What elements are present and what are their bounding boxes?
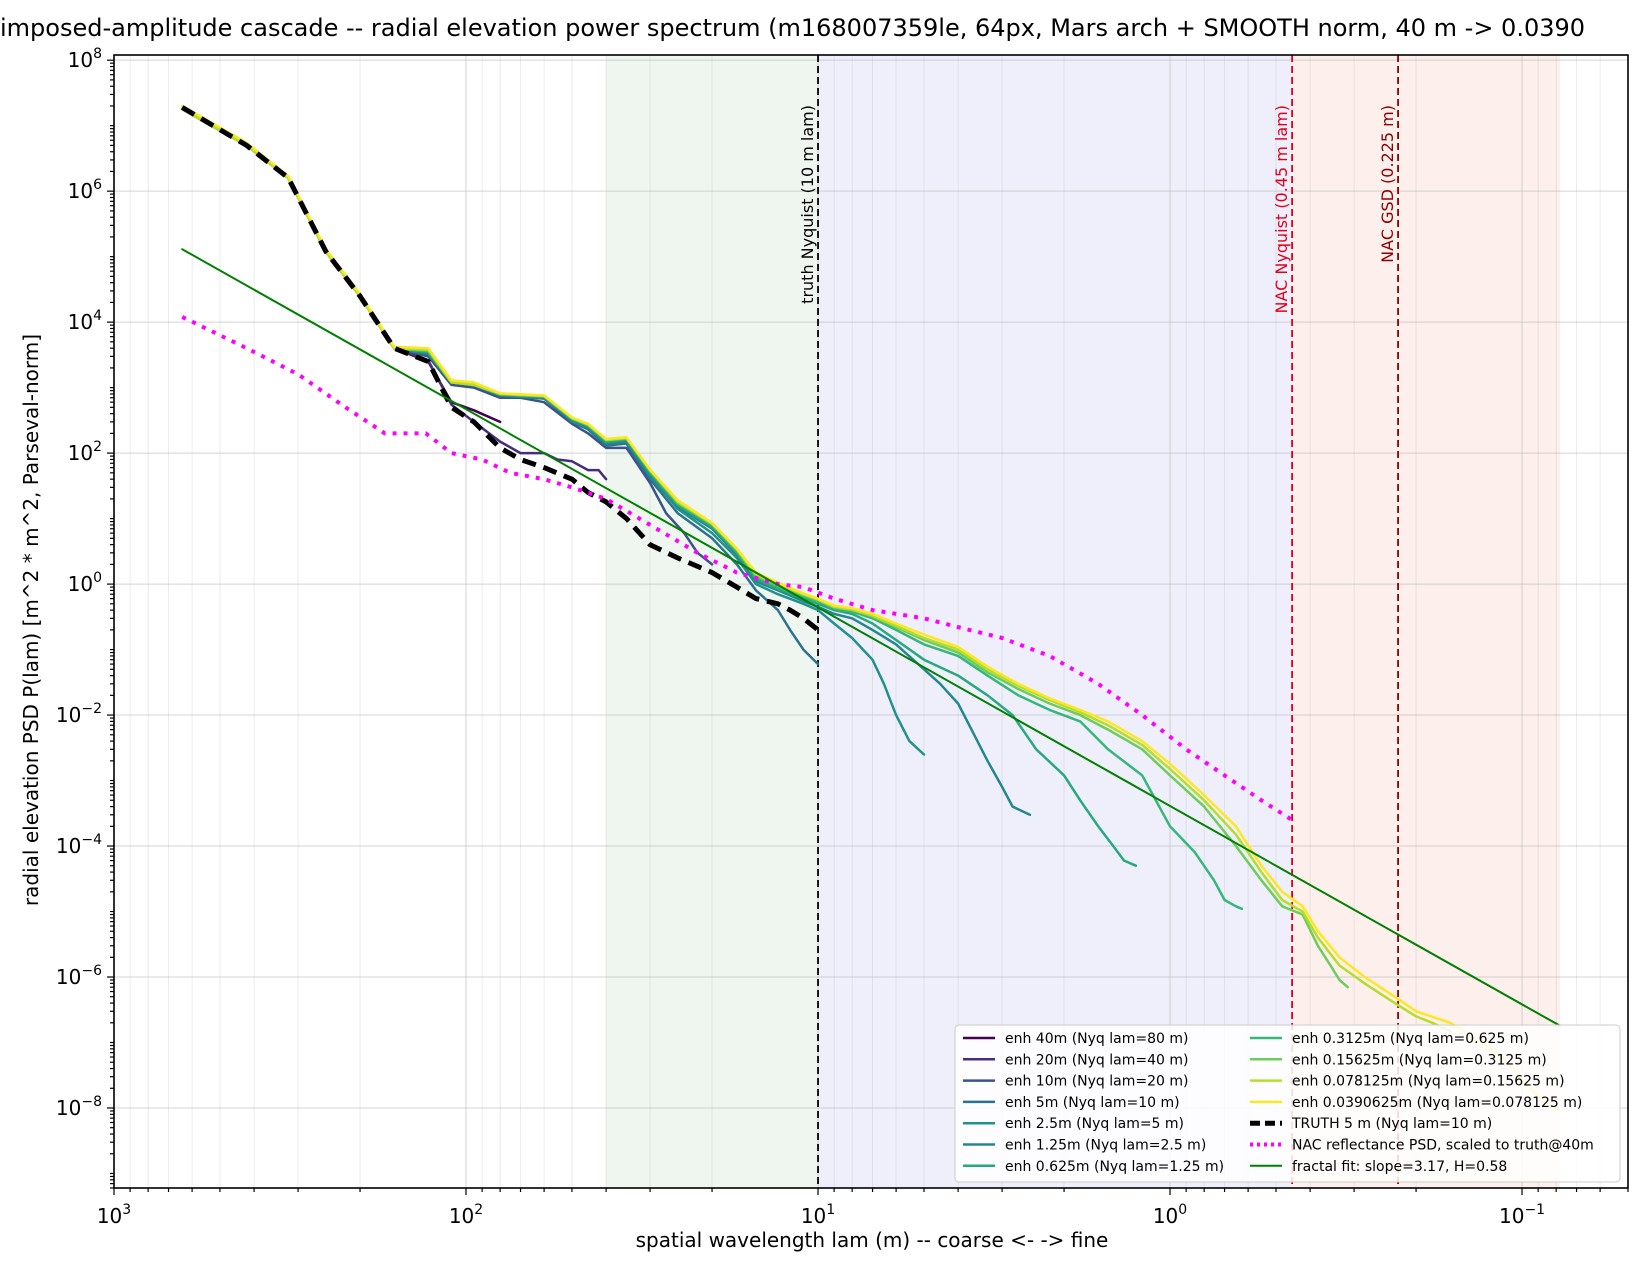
- plot-frame: [113, 54, 1629, 1189]
- legend-label: enh 20m (Nyq lam=40 m): [1005, 1052, 1188, 1068]
- y-tick-label: 10−6: [56, 963, 102, 989]
- series-line: [180, 104, 1562, 1113]
- x-tick-label: 102: [449, 1202, 483, 1228]
- legend-label: fractal fit: slope=3.17, H=0.58: [1292, 1159, 1507, 1175]
- x-tick-label: 103: [97, 1202, 131, 1228]
- background-bands: [606, 55, 1561, 1188]
- legend-label: NAC reflectance PSD, scaled to truth@40m: [1292, 1138, 1594, 1154]
- series-lines: [180, 104, 1562, 1113]
- legend-label: enh 0.15625m (Nyq lam=0.3125 m): [1292, 1052, 1547, 1068]
- series-line: [180, 105, 820, 632]
- legend-label: enh 0.3125m (Nyq lam=0.625 m): [1292, 1031, 1529, 1047]
- x-tick-label: 10−1: [1499, 1202, 1545, 1228]
- y-tick-label: 104: [68, 308, 102, 334]
- series-line: [180, 107, 608, 481]
- y-tick-label: 10−4: [56, 832, 102, 858]
- reference-lines: truth Nyquist (10 m lam) NAC Nyquist (0.4…: [798, 55, 1399, 1188]
- legend-label: enh 40m (Nyq lam=80 m): [1005, 1031, 1188, 1047]
- shaded-band: [606, 55, 819, 1188]
- legend-label: TRUTH 5 m (Nyq lam=10 m): [1291, 1116, 1492, 1132]
- y-tick-label: 102: [68, 439, 102, 465]
- y-tick-label: 10−8: [56, 1094, 102, 1120]
- axes: 103 102 101 100 10−1 108 106 104 102 100 10−2 10−4 1…: [56, 46, 1629, 1228]
- x-tick-label: 100: [1153, 1202, 1187, 1228]
- reference-line-label: truth Nyquist (10 m lam): [798, 105, 817, 304]
- legend-label: enh 0.625m (Nyq lam=1.25 m): [1005, 1159, 1224, 1175]
- legend-label: enh 2.5m (Nyq lam=5 m): [1005, 1116, 1184, 1132]
- legend-box: [954, 1024, 1621, 1183]
- reference-line-label: NAC Nyquist (0.45 m lam): [1272, 105, 1291, 313]
- reference-line-label: NAC GSD (0.225 m): [1378, 105, 1397, 263]
- y-tick-label: 100: [68, 570, 102, 596]
- x-axis-label: spatial wavelength lam (m) -- coarse <- …: [636, 1228, 1109, 1252]
- legend-label: enh 0.0390625m (Nyq lam=0.078125 m): [1292, 1095, 1582, 1111]
- series-line: [180, 107, 502, 424]
- y-tick-label: 106: [68, 177, 102, 203]
- shaded-band: [1292, 55, 1561, 1188]
- y-tick-label: 108: [68, 46, 102, 72]
- legend-label: enh 10m (Nyq lam=20 m): [1005, 1074, 1188, 1090]
- legend-label: enh 1.25m (Nyq lam=2.5 m): [1005, 1138, 1206, 1154]
- series-line: [181, 315, 1294, 822]
- y-tick-label: 10−2: [56, 701, 102, 727]
- legend-label: enh 0.078125m (Nyq lam=0.15625 m): [1292, 1074, 1565, 1090]
- series-line: [181, 248, 1561, 1027]
- shaded-band: [818, 55, 1293, 1188]
- chart-title: imposed-amplitude cascade -- radial elev…: [0, 14, 1586, 42]
- legend-label: enh 5m (Nyq lam=10 m): [1005, 1095, 1180, 1111]
- y-axis-label: radial elevation PSD P(lam) [m^2 * m^2, …: [19, 334, 43, 906]
- legend: enh 40m (Nyq lam=80 m) enh 20m (Nyq lam=4…: [954, 1024, 1621, 1183]
- x-tick-label: 101: [801, 1202, 835, 1228]
